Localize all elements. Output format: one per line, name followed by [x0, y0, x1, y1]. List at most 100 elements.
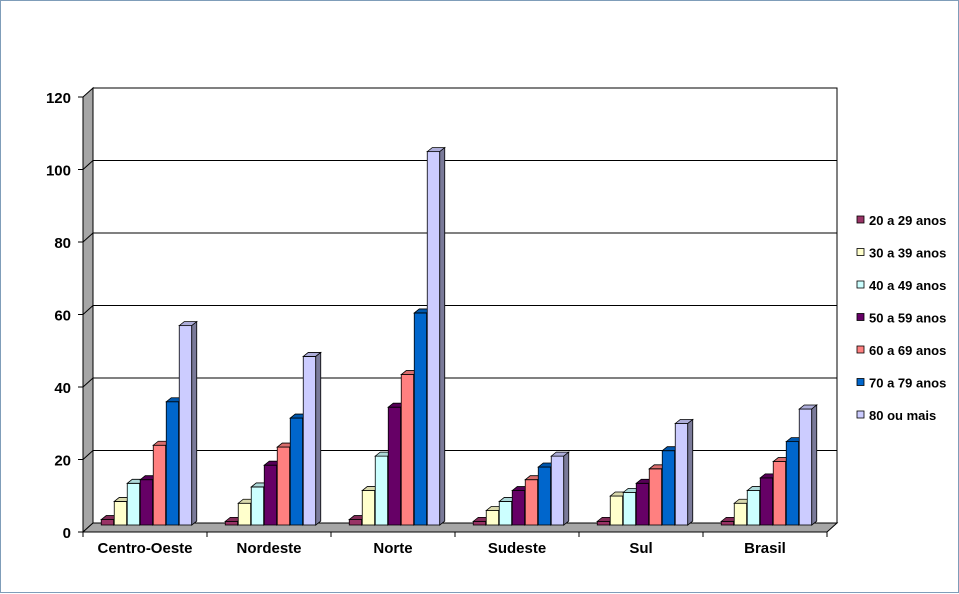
- bar-front: [165, 401, 180, 526]
- bar-front: [263, 464, 278, 526]
- bar-front: [648, 468, 663, 526]
- legend-label: 50 a 59 anos: [869, 311, 946, 326]
- bar-front: [289, 417, 304, 526]
- bar: [426, 146, 446, 526]
- gridline-side: [82, 377, 94, 388]
- y-axis-ticks: 0 20 40 60 80 100 120: [46, 90, 84, 542]
- bar-front: [772, 461, 787, 526]
- bar-front: [361, 490, 376, 526]
- legend-swatch: [856, 378, 865, 386]
- bar-front: [237, 502, 252, 526]
- bar-front: [622, 491, 637, 526]
- legend-label: 40 a 49 anos: [869, 278, 946, 293]
- legend-label: 70 a 79 anos: [869, 376, 946, 391]
- bar-front: [472, 520, 487, 526]
- bar-front: [798, 408, 813, 526]
- legend-item: 80 ou mais: [856, 408, 936, 423]
- y-tick-label: 120: [46, 90, 71, 107]
- legend: 20 a 29 anos 30 a 39 anos 40 a 49 anos 50 a…: [856, 213, 946, 423]
- bar-front: [759, 477, 774, 526]
- legend-item: 70 a 79 anos: [856, 376, 946, 391]
- bar: [178, 320, 198, 526]
- bar-front: [400, 374, 415, 526]
- x-tick-label: Brasil: [744, 540, 786, 557]
- y-tick-label: 100: [46, 163, 71, 180]
- bar-front: [413, 312, 428, 526]
- bar-side: [439, 146, 446, 526]
- bar-side: [315, 351, 322, 526]
- bar-front: [387, 406, 402, 526]
- legend-item: 40 a 49 anos: [856, 278, 946, 293]
- bar-front: [139, 479, 154, 526]
- bar: [674, 418, 694, 526]
- x-tick-label: Nordeste: [236, 540, 301, 557]
- bar-front: [661, 450, 676, 526]
- legend-item: 60 a 69 anos: [856, 343, 946, 358]
- bar-front: [250, 486, 265, 526]
- bar-side: [687, 418, 694, 526]
- bar-front: [485, 510, 500, 526]
- bar-front: [596, 520, 611, 526]
- bar: [798, 404, 818, 526]
- bar-front: [550, 455, 565, 526]
- bar-side: [191, 320, 198, 526]
- x-tick-label: Sudeste: [488, 540, 546, 557]
- y-tick-label: 40: [54, 380, 71, 397]
- bar-front: [113, 501, 128, 526]
- x-axis-labels: Centro-Oeste Nordeste Norte Sudeste Sul Brasi…: [82, 532, 828, 557]
- bar-front: [426, 151, 441, 526]
- bar-front: [302, 356, 317, 526]
- gridline-side: [82, 450, 94, 460]
- gridline-side: [82, 160, 94, 170]
- bar-front: [100, 519, 115, 526]
- bar-front: [733, 502, 748, 526]
- bar-side: [811, 404, 818, 526]
- bar-front: [498, 501, 513, 526]
- legend-label: 60 a 69 anos: [869, 343, 946, 358]
- bar-front: [374, 455, 389, 526]
- bar-front: [511, 490, 526, 526]
- bar-front: [720, 520, 735, 526]
- y-tick-label: 80: [54, 235, 71, 252]
- bar-side: [563, 451, 570, 526]
- x-tick-label: Norte: [373, 540, 412, 557]
- bar-front: [152, 444, 167, 526]
- legend-item: 50 a 59 anos: [856, 311, 946, 326]
- bar-front: [635, 482, 650, 526]
- legend-swatch: [856, 248, 865, 256]
- legend-item: 20 a 29 anos: [856, 213, 946, 228]
- legend-swatch: [856, 313, 865, 321]
- bar-front: [348, 519, 363, 526]
- legend-swatch: [856, 410, 865, 419]
- legend-swatch: [856, 280, 865, 289]
- legend-swatch: [856, 215, 865, 224]
- legend-label: 30 a 39 anos: [869, 246, 946, 261]
- legend-swatch: [856, 345, 865, 354]
- bar-front: [224, 520, 239, 526]
- x-tick-label: Sul: [629, 540, 652, 557]
- y-tick-label: 20: [54, 453, 71, 470]
- bar-front: [609, 495, 624, 526]
- bar-front: [276, 446, 291, 526]
- gridlines: [82, 160, 837, 460]
- y-tick-label: 60: [54, 308, 71, 325]
- bar-front: [178, 325, 193, 526]
- legend-label: 20 a 29 anos: [869, 213, 946, 228]
- legend-label: 80 ou mais: [869, 408, 936, 423]
- bar-front: [524, 479, 539, 526]
- gridline-side: [82, 232, 94, 243]
- legend-item: 30 a 39 anos: [856, 246, 946, 261]
- x-tick-label: Centro-Oeste: [97, 540, 192, 557]
- bar-front: [537, 466, 552, 526]
- bars: [100, 146, 818, 526]
- gridline-side: [82, 305, 94, 315]
- bar-front: [746, 490, 761, 526]
- bar: [302, 351, 322, 526]
- bar-front: [126, 482, 141, 526]
- bar-front: [785, 441, 800, 526]
- bar: [550, 451, 570, 526]
- bar-front: [674, 423, 689, 526]
- y-tick-label: 0: [63, 525, 71, 542]
